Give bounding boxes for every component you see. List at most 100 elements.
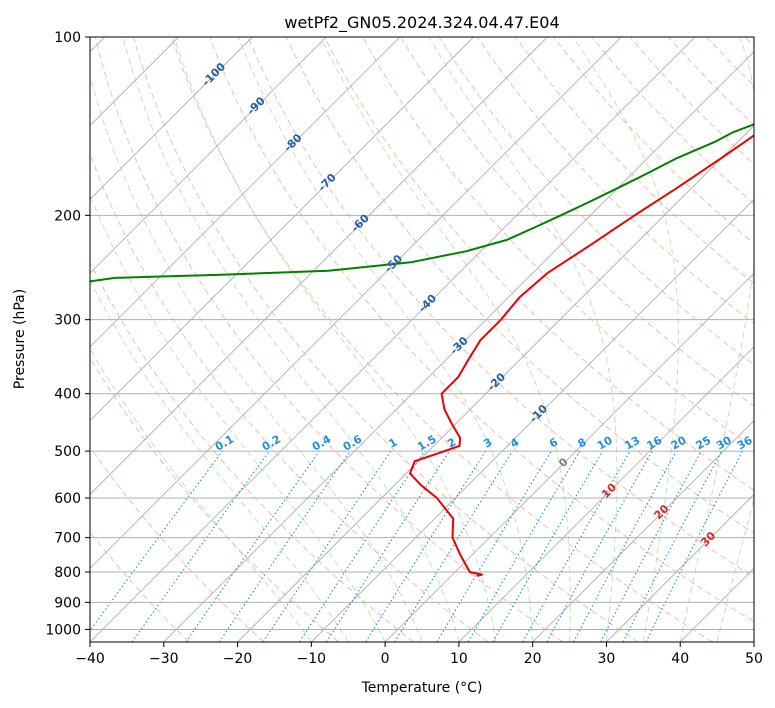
isotherm-line xyxy=(606,493,754,642)
mixing-ratio-label: 4 xyxy=(508,435,521,450)
moist-adiabat-line xyxy=(572,37,679,642)
mixing-ratio-line xyxy=(645,450,743,642)
moist-adiabat-line xyxy=(716,497,754,642)
x-tick-label: −40 xyxy=(75,651,105,667)
mixing-ratio-line xyxy=(185,450,320,642)
background-lines xyxy=(90,37,754,642)
dry-adiabat-line xyxy=(667,37,754,126)
mixing-ratio-label: 6 xyxy=(547,435,560,450)
mixing-ratio-label: 3 xyxy=(481,436,494,451)
x-tick-label: 20 xyxy=(524,651,542,667)
dry-adiabat-line xyxy=(285,37,754,534)
mixing-ratio-line xyxy=(365,450,487,642)
isotherm-line xyxy=(311,198,754,642)
dry-adiabat-line xyxy=(324,37,754,491)
dry-adiabat-line xyxy=(90,261,414,642)
moist-adiabat-line xyxy=(90,279,349,642)
plot-frame xyxy=(89,36,755,643)
x-axis-label: Temperature (°C) xyxy=(361,680,483,696)
dry-adiabat-line xyxy=(706,37,754,87)
y-tick-label: 900 xyxy=(54,595,81,611)
y-tick-label: 100 xyxy=(54,30,81,46)
dry-adiabat-line xyxy=(90,446,265,642)
isotherm-line xyxy=(163,51,754,642)
mixing-ratio-label: 10 xyxy=(595,433,615,452)
dry-adiabat-line xyxy=(171,37,713,642)
moist-adiabat-line xyxy=(90,348,312,642)
dry-adiabat-line xyxy=(744,37,754,47)
series-line-2 xyxy=(90,123,754,283)
isotherm-line xyxy=(90,37,696,642)
dry-adiabat-line xyxy=(90,356,339,642)
isotherm-label: -50 xyxy=(382,252,405,275)
isotherm-label: 30 xyxy=(698,529,718,549)
x-tick-label: 50 xyxy=(745,651,763,667)
y-tick-label: 300 xyxy=(54,313,81,329)
mixing-ratio-line xyxy=(573,450,677,642)
mixing-ratio-label: 0.2 xyxy=(260,433,283,454)
x-tick-label: −20 xyxy=(223,651,253,667)
mixing-ratio-line xyxy=(394,450,513,642)
mixing-ratio-line xyxy=(131,450,270,642)
isotherm-label: -70 xyxy=(316,171,339,194)
mixing-ratio-label: 30 xyxy=(714,433,734,452)
mixing-ratio-label: 1 xyxy=(387,436,400,451)
dry-adiabat-line xyxy=(90,531,190,642)
mixing-ratio-label: 16 xyxy=(645,433,665,452)
isotherm-line xyxy=(90,37,622,569)
dry-adiabat-line xyxy=(132,37,639,642)
isotherm-line xyxy=(532,420,754,642)
isotherm-label: -100 xyxy=(200,60,229,89)
dry-adiabat-line xyxy=(209,37,754,623)
moist-adiabat-line xyxy=(428,37,618,642)
dry-adiabat-line xyxy=(438,37,754,366)
mixing-ratio-label: 0.6 xyxy=(341,432,365,453)
dry-adiabat-line xyxy=(94,37,564,642)
dry-adiabat-line xyxy=(476,37,754,325)
y-tick-label: 700 xyxy=(54,531,81,547)
mixing-ratio-label: 2 xyxy=(445,436,458,451)
isotherm-line xyxy=(90,37,253,200)
y-tick-label: 500 xyxy=(54,444,81,460)
mixing-ratio-label: 13 xyxy=(622,434,642,453)
y-tick-label: 800 xyxy=(54,565,81,581)
mixing-ratio-label: 0.4 xyxy=(310,432,334,453)
mixing-ratio-line xyxy=(546,450,653,642)
profile-series xyxy=(90,123,754,577)
y-tick-label: 1000 xyxy=(45,622,81,638)
x-tick-label: 30 xyxy=(598,651,616,667)
isotherm-line xyxy=(458,346,754,642)
dry-adiabat-line xyxy=(90,152,489,642)
mixing-ratio-line xyxy=(600,450,702,642)
pressure-gridlines xyxy=(90,37,754,630)
isotherm-label: -40 xyxy=(416,292,439,315)
moist-adiabat-line xyxy=(679,37,754,642)
moist-adiabat-line xyxy=(173,37,497,642)
dry-adiabat-line xyxy=(247,37,754,578)
mixing-ratio-line xyxy=(262,450,392,642)
isotherm-line xyxy=(90,37,548,496)
isotherm-line xyxy=(237,124,754,642)
isotherm-line xyxy=(679,567,754,642)
dry-adiabat-line xyxy=(629,37,754,165)
y-axis-label: Pressure (hPa) xyxy=(12,289,28,389)
y-tick-label: 600 xyxy=(54,491,81,507)
chart-title: wetPf2_GN05.2024.324.04.47.E04 xyxy=(284,13,559,33)
mixing-ratio-label: 8 xyxy=(576,436,589,451)
mixing-ratio-label: 0.1 xyxy=(213,433,236,454)
isotherm-line xyxy=(384,272,754,642)
isotherm-line xyxy=(90,37,327,274)
y-tick-label: 200 xyxy=(54,208,81,224)
isotherm-label: -10 xyxy=(527,402,550,425)
y-tick-label: 400 xyxy=(54,387,81,403)
moist-adiabat-line xyxy=(122,37,460,642)
moist-adiabat-line xyxy=(90,73,423,642)
mixing-ratio-label: 20 xyxy=(669,433,689,452)
isotherm-label: -80 xyxy=(281,131,304,154)
dry-adiabat-line xyxy=(515,37,754,285)
mixing-ratio-line xyxy=(90,450,223,632)
x-tick-label: −30 xyxy=(149,651,179,667)
moist-adiabat-line xyxy=(238,37,534,642)
axis-ticks: −40 −30 −20 −10 0 10 20 30 40 5010020030040050060… xyxy=(45,30,763,667)
